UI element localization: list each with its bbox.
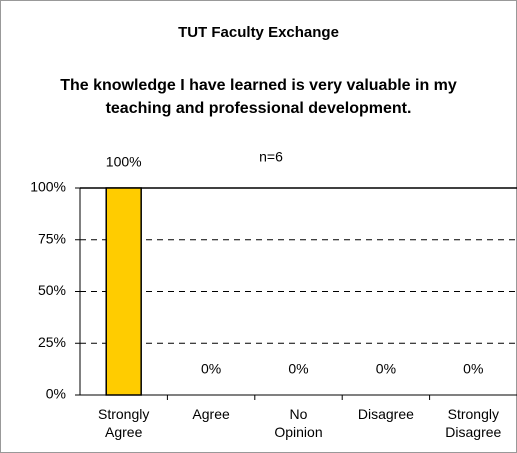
- chart-title: TUT Faculty Exchange: [178, 24, 339, 41]
- value-label: 0%: [201, 361, 221, 377]
- bar: [105, 187, 142, 396]
- y-tick-label: 100%: [30, 179, 66, 195]
- value-label: 100%: [106, 154, 142, 170]
- y-tick-label: 25%: [38, 334, 66, 350]
- x-tick-label: Strongly Disagree: [445, 406, 502, 440]
- x-tick-label: No Opinion: [274, 406, 323, 440]
- y-tick-label: 50%: [38, 282, 66, 298]
- value-label: 0%: [288, 361, 308, 377]
- x-tick-label: Disagree: [357, 406, 414, 422]
- value-label: 0%: [376, 361, 396, 377]
- x-tick-label: Strongly Agree: [98, 406, 150, 440]
- y-tick-label: 75%: [38, 230, 66, 246]
- annotation: n=6: [259, 149, 283, 165]
- y-tick-label: 0%: [46, 386, 66, 402]
- chart-subtitle: The knowledge I have learned is very val…: [60, 77, 457, 117]
- value-label: 0%: [463, 361, 483, 377]
- x-tick-label: Agree: [192, 406, 230, 422]
